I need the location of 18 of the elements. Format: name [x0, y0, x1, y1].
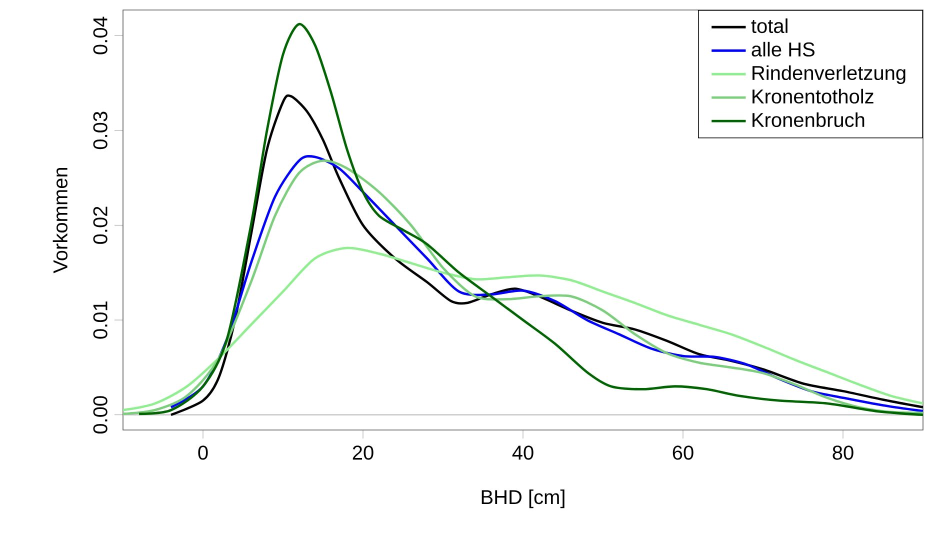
legend-label: Rindenverletzung — [752, 65, 906, 84]
y-tick-label: 0.02 — [93, 206, 108, 244]
legend-label: Kronentotholz — [752, 88, 874, 104]
y-tick-label: 0.00 — [93, 396, 108, 434]
y-tick-label: 0.04 — [93, 16, 108, 54]
line-series — [123, 246, 924, 412]
x-tick-label: 60 — [672, 446, 694, 460]
y-axis-title: Vorkommen — [52, 168, 68, 274]
x-tick-label: 20 — [352, 446, 374, 460]
legend-label: total — [751, 18, 788, 34]
x-axis-title: BHD [cm] — [482, 489, 564, 508]
x-tick-label: 0 — [198, 446, 208, 460]
y-tick-label: 0.01 — [93, 302, 108, 339]
x-tick-label: 40 — [512, 446, 534, 460]
y-tick-label: 0.03 — [93, 112, 108, 150]
legend-label: alle HS — [752, 42, 814, 57]
x-tick-label: 80 — [832, 446, 854, 460]
legend-label: Kronenbruch — [752, 112, 864, 128]
